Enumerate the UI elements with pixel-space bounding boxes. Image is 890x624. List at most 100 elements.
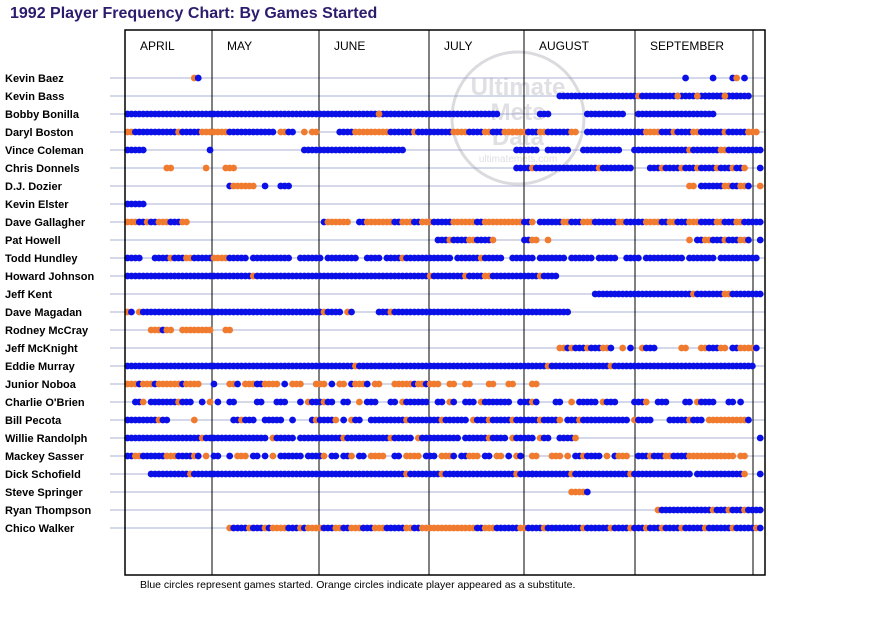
game-started-dot	[391, 398, 399, 406]
watermark-ring	[450, 50, 586, 186]
player-row-kevin-baez	[190, 74, 748, 82]
game-started-dot	[438, 398, 446, 406]
substitute-dot	[139, 398, 147, 406]
substitute-dot	[721, 92, 729, 100]
substitute-dot	[414, 452, 422, 460]
watermark-line3: Data	[492, 124, 545, 151]
substitute-dot	[340, 380, 348, 388]
substitute-dot	[721, 344, 729, 352]
player-row-jeff-mcknight	[556, 344, 760, 352]
game-started-dot	[752, 344, 760, 352]
game-started-dot	[430, 452, 438, 460]
game-started-dot	[587, 254, 595, 262]
game-started-dot	[678, 254, 686, 262]
substitute-dot	[297, 380, 304, 388]
game-started-dot	[607, 344, 615, 352]
game-started-dot	[583, 488, 591, 496]
player-label-dick-schofield: Dick Schofield	[5, 469, 81, 481]
player-label-pat-howell: Pat Howell	[5, 235, 61, 247]
month-label-july: JULY	[444, 39, 472, 53]
game-started-dot	[226, 452, 234, 460]
substitute-dot	[572, 128, 579, 136]
substitute-dot	[206, 398, 214, 406]
player-row-willie-randolph	[124, 434, 764, 442]
game-started-dot	[745, 92, 752, 100]
game-started-dot	[505, 452, 513, 460]
game-started-dot	[395, 452, 403, 460]
player-label-todd-hundley: Todd Hundley	[5, 253, 78, 265]
month-label-september: SEPTEMBER	[650, 39, 724, 53]
month-label-april: APRIL	[140, 39, 175, 53]
substitute-dot	[167, 164, 175, 172]
game-started-dot	[230, 398, 238, 406]
player-row-charlie-o-brien	[131, 398, 744, 406]
substitute-dot	[489, 236, 497, 244]
game-started-dot	[446, 254, 454, 262]
game-started-dot	[135, 254, 143, 262]
substitute-dot	[473, 452, 481, 460]
player-row-steve-springer	[568, 488, 591, 496]
substitute-dot	[320, 380, 328, 388]
substitute-dot	[674, 92, 682, 100]
game-started-dot	[756, 146, 764, 154]
substitute-dot	[183, 218, 190, 226]
player-row-vince-coleman	[124, 146, 764, 154]
game-started-dot	[745, 416, 752, 424]
game-started-dot	[745, 182, 752, 190]
watermark-url: ultimatemets.com	[479, 154, 557, 165]
substitute-dot	[206, 326, 214, 334]
game-started-dot	[564, 308, 572, 316]
player-row-kevin-bass	[556, 92, 752, 100]
game-started-dot	[756, 506, 764, 514]
substitute-dot	[642, 398, 650, 406]
substitute-dot	[603, 452, 611, 460]
game-started-dot	[281, 380, 289, 388]
game-started-dot	[686, 470, 693, 478]
substitute-dot	[497, 452, 505, 460]
game-started-dot	[450, 452, 458, 460]
game-started-dot	[611, 398, 619, 406]
game-started-dot	[257, 398, 265, 406]
game-started-dot	[745, 236, 752, 244]
game-started-dot	[399, 146, 406, 154]
substitute-dot	[242, 452, 249, 460]
game-started-dot	[635, 254, 642, 262]
game-started-dot	[662, 398, 670, 406]
substitute-dot	[741, 452, 748, 460]
game-started-dot	[556, 398, 564, 406]
player-label-chico-walker: Chico Walker	[5, 523, 75, 535]
game-started-dot	[289, 416, 296, 424]
substitute-dot	[194, 380, 202, 388]
substitute-dot	[202, 452, 210, 460]
game-started-dot	[375, 254, 383, 262]
game-started-dot	[194, 452, 202, 460]
game-started-dot	[198, 398, 206, 406]
game-started-dot	[627, 164, 634, 172]
player-label-ryan-thompson: Ryan Thompson	[5, 505, 91, 517]
footnote: Blue circles represent games started. Or…	[140, 579, 575, 591]
game-started-dot	[697, 416, 705, 424]
game-started-dot	[242, 254, 249, 262]
game-started-dot	[756, 164, 764, 172]
player-label-dave-gallagher: Dave Gallagher	[5, 217, 86, 229]
game-started-dot	[682, 74, 689, 82]
player-row-daryl-boston	[124, 128, 760, 136]
substitute-dot	[300, 128, 308, 136]
row-gridlines	[110, 77, 765, 529]
game-started-dot	[328, 398, 336, 406]
substitute-dot	[690, 182, 697, 190]
game-started-dot	[501, 434, 509, 442]
game-started-dot	[748, 362, 756, 370]
substitute-dot	[741, 164, 748, 172]
substitute-dot	[375, 110, 383, 118]
month-dividers	[211, 30, 754, 575]
player-row-chico-walker	[226, 524, 764, 532]
month-labels: APRIL MAY JUNE JULY AUGUST SEPTEMBER	[140, 39, 724, 53]
game-started-dot	[316, 254, 324, 262]
game-started-dot	[686, 398, 693, 406]
player-row-dick-schofield	[147, 470, 764, 478]
game-started-dot	[344, 398, 351, 406]
game-started-dot	[709, 110, 717, 118]
player-label-d-j-dozier: D.J. Dozier	[5, 181, 63, 193]
